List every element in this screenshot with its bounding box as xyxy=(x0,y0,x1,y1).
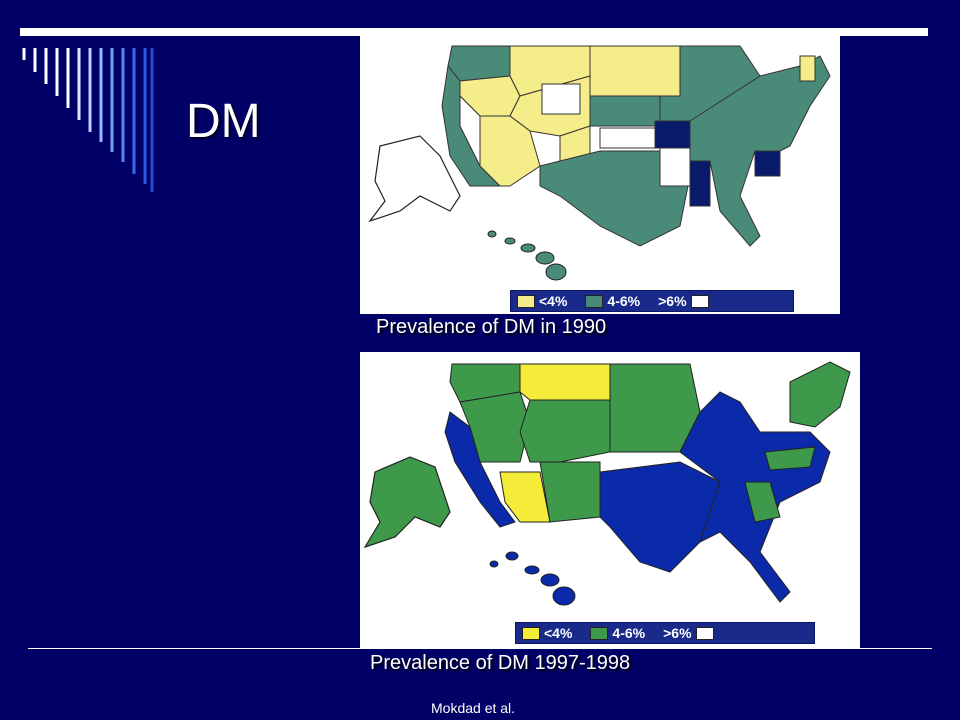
legend-swatch-low xyxy=(517,294,535,308)
source-credit: Mokdad et al. xyxy=(431,700,516,716)
bottom-rule xyxy=(28,648,932,649)
slide-title: DM xyxy=(186,95,261,148)
legend-label-mid: 4-6% xyxy=(612,625,646,641)
map-1990-caption: Prevalence of DM in 1990 xyxy=(376,316,607,338)
legend-item-mid: 4-6% xyxy=(590,625,645,641)
top-rule xyxy=(20,28,928,36)
legend-label-mid: 4-6% xyxy=(607,293,641,309)
map-1990-panel: <4% 4-6% >6% xyxy=(360,36,840,314)
legend-item-high: >6% xyxy=(663,625,714,641)
legend-swatch-low xyxy=(522,626,540,640)
legend-label-low: <4% xyxy=(539,293,568,309)
legend-item-low: <4% xyxy=(517,293,567,309)
legend-swatch-high xyxy=(690,294,709,308)
legend-swatch-mid xyxy=(590,626,609,640)
us-map-1997-1998 xyxy=(363,361,851,606)
decorative-stripes xyxy=(22,48,154,192)
legend-swatch-mid xyxy=(585,294,604,308)
legend-label-low: <4% xyxy=(544,625,573,641)
legend-label-high: >6% xyxy=(663,625,692,641)
legend-swatch-high xyxy=(695,626,714,640)
map-1997-1998-legend: <4% 4-6% >6% xyxy=(515,622,815,644)
legend-item-high: >6% xyxy=(658,293,709,309)
legend-label-high: >6% xyxy=(658,293,687,309)
map-1997-1998-caption: Prevalence of DM 1997-1998 xyxy=(370,652,631,674)
map-1997-1998-panel: <4% 4-6% >6% xyxy=(360,352,860,648)
us-map-1990 xyxy=(368,45,831,281)
legend-item-mid: 4-6% xyxy=(585,293,640,309)
legend-item-low: <4% xyxy=(522,625,572,641)
map-1990-legend: <4% 4-6% >6% xyxy=(510,290,794,312)
